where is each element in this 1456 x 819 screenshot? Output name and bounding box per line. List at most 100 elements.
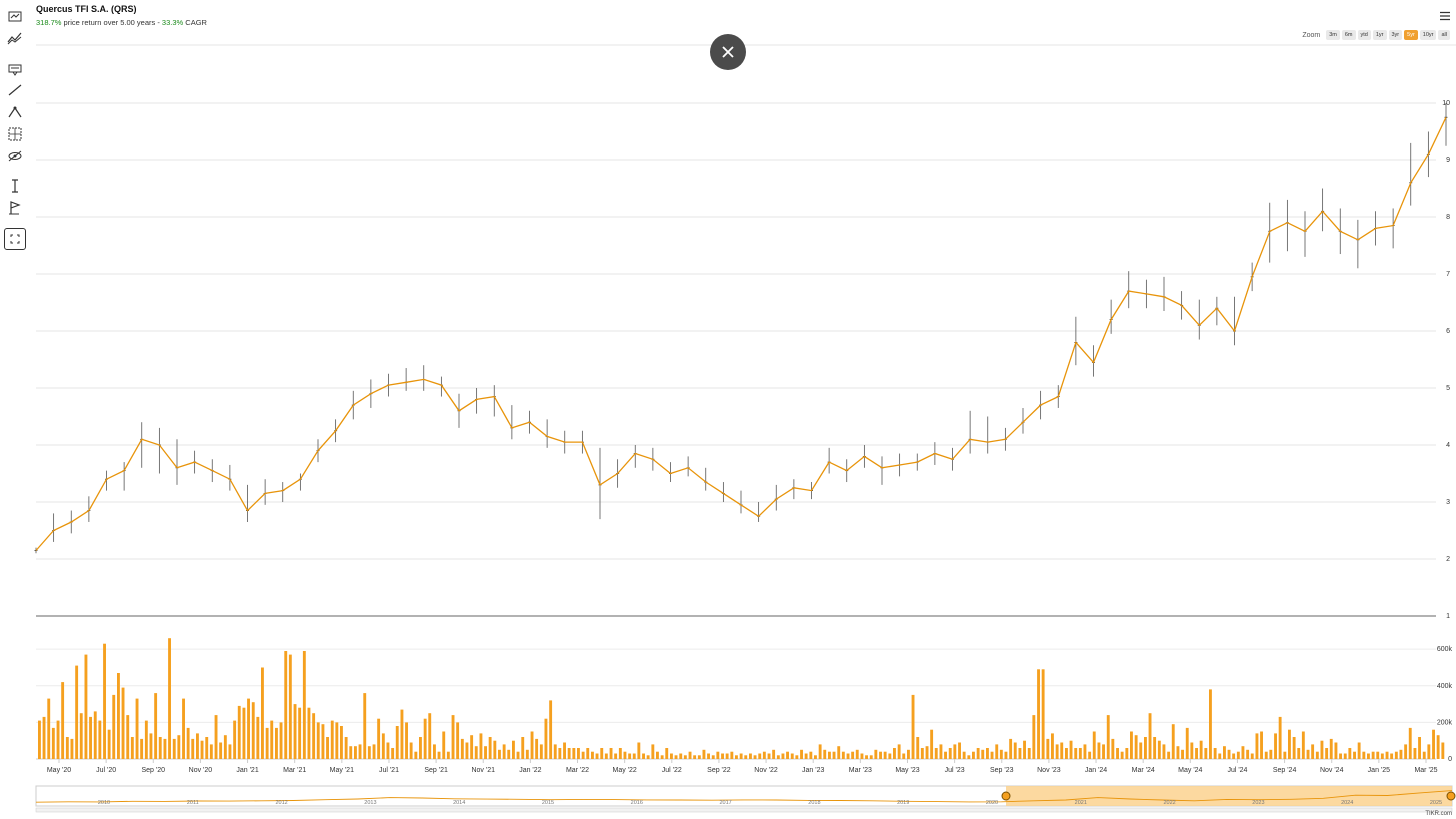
volume-bar: [697, 755, 701, 759]
navigator-year-label: 2020: [986, 800, 998, 806]
volume-bar: [214, 715, 218, 759]
flag-icon[interactable]: [5, 198, 25, 218]
annotation-icon[interactable]: [5, 60, 25, 80]
volume-bar: [1078, 748, 1082, 759]
volume-bar: [395, 726, 399, 759]
volume-bar: [121, 687, 125, 759]
volume-bar: [1167, 751, 1171, 759]
volume-bar: [986, 748, 989, 759]
volume-bar: [1139, 742, 1143, 759]
volume-bar: [1418, 737, 1421, 759]
volume-bar: [1009, 738, 1013, 759]
volume-bar: [372, 744, 376, 759]
volume-bar: [539, 744, 543, 759]
volume-tick-label: 400k: [1437, 683, 1453, 690]
volume-bar: [209, 744, 213, 759]
volume-bar: [939, 744, 943, 759]
volume-bar: [990, 751, 994, 759]
chart-header: Quercus TFI S.A. (QRS) 318.7% price retu…: [36, 4, 207, 27]
volume-bar: [1037, 669, 1040, 759]
vertical-line-icon[interactable]: [5, 176, 25, 196]
volume-bar: [948, 748, 952, 759]
fullscreen-icon[interactable]: [4, 228, 26, 250]
zoom-3yr-button[interactable]: 3yr: [1388, 30, 1403, 40]
volume-bar: [1246, 749, 1250, 759]
zoom-1yr-button[interactable]: 1yr: [1372, 30, 1387, 40]
x-tick-label: May '21: [330, 767, 354, 774]
volume-bar: [1288, 729, 1291, 759]
return-text: price return over 5.00 years -: [61, 18, 162, 27]
volume-bar: [89, 716, 92, 759]
volume-bar: [1027, 748, 1031, 759]
volume-bar: [437, 751, 441, 759]
compare-icon[interactable]: [5, 28, 25, 48]
volume-bar: [1297, 748, 1301, 759]
volume-bar: [1339, 753, 1342, 759]
close-button[interactable]: [710, 34, 746, 70]
volume-bar: [776, 755, 780, 759]
zoom-6m-button[interactable]: 6m: [1341, 30, 1356, 40]
volume-bar: [488, 737, 492, 759]
x-tick-label: Mar '22: [566, 767, 589, 774]
volume-bar: [814, 755, 817, 759]
x-tick-label: Jan '24: [1085, 767, 1107, 774]
volume-bar: [544, 718, 548, 759]
volume-bar: [790, 753, 794, 759]
x-tick-label: Sep '21: [424, 767, 448, 774]
menu-icon[interactable]: [1439, 8, 1451, 21]
volume-bar: [493, 740, 497, 759]
price-tick-label: 8: [1446, 214, 1450, 221]
zoom-all-button[interactable]: all: [1438, 30, 1450, 40]
volume-bar: [1436, 735, 1440, 759]
navigator-year-label: 2017: [719, 800, 731, 806]
volume-bar: [623, 751, 627, 759]
volume-bar: [233, 720, 237, 759]
volume-bar: [879, 751, 882, 759]
volume-bar: [288, 654, 292, 759]
volume-bar: [1102, 744, 1105, 759]
volume-bar: [1408, 727, 1412, 759]
volume-bar: [1343, 753, 1347, 759]
zoom-10yr-button[interactable]: 10yr: [1419, 30, 1437, 40]
navigator-handle[interactable]: [1446, 791, 1456, 801]
volume-bar: [1404, 744, 1408, 759]
volume-bar: [93, 711, 97, 759]
volume-bar: [967, 755, 971, 759]
volume-bar: [688, 751, 692, 759]
volume-bar: [1018, 748, 1022, 759]
zoom-ytd-button[interactable]: ytd: [1357, 30, 1371, 40]
volume-bar: [1278, 716, 1282, 759]
x-tick-label: Mar '25: [1414, 767, 1437, 774]
navigator-handle[interactable]: [1001, 791, 1011, 801]
volume-bar: [753, 755, 757, 759]
volume-tick-label: 600k: [1437, 646, 1453, 653]
volume-bar: [279, 722, 283, 759]
indicators-icon[interactable]: [5, 6, 25, 26]
visibility-icon[interactable]: [5, 146, 25, 166]
volume-bar: [823, 749, 827, 759]
volume-bar: [75, 665, 79, 759]
volume-bar: [237, 705, 241, 759]
volume-bar: [228, 744, 232, 759]
volume-bar: [851, 751, 855, 759]
navigator-scrollbar[interactable]: [35, 807, 1453, 813]
navigator-year-label: 2023: [1252, 800, 1264, 806]
line-tool-icon[interactable]: [5, 80, 25, 100]
volume-bar: [1390, 753, 1394, 759]
volume-bar: [474, 746, 478, 759]
volume-bar: [465, 742, 469, 759]
x-tick-label: May '20: [47, 767, 71, 774]
zoom-3m-button[interactable]: 3m: [1326, 30, 1340, 40]
brand-label: TIKR.com: [1425, 811, 1452, 817]
volume-bar: [56, 720, 60, 759]
cagr-value: 33.3%: [161, 18, 184, 27]
volume-bar: [205, 737, 209, 759]
zoom-5yr-button[interactable]: 5yr: [1404, 30, 1418, 40]
volume-bar: [888, 753, 892, 759]
volume-bar: [79, 713, 83, 759]
navigator-year-label: 2010: [98, 800, 110, 806]
measure-tool-icon[interactable]: [5, 124, 25, 144]
volume-bar: [739, 753, 743, 759]
path-tool-icon[interactable]: [5, 102, 25, 122]
